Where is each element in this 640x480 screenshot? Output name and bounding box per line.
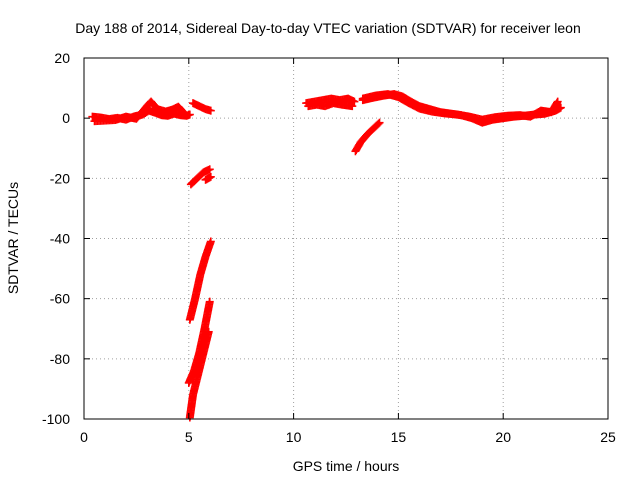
y-tick-label: 0	[62, 110, 70, 126]
x-tick-label: 15	[391, 429, 407, 445]
data-point	[206, 172, 215, 181]
y-tick-labels: -100 -80 -60 -40 -20 0 20	[42, 50, 70, 427]
y-tick-label: 20	[54, 50, 70, 66]
data-point	[374, 119, 383, 128]
data-point	[180, 109, 189, 118]
axis-ticks	[83, 57, 609, 420]
data-point	[375, 118, 384, 127]
y-tick-label: -100	[42, 411, 70, 427]
x-tick-label: 20	[495, 429, 511, 445]
x-tick-labels: 0 5 10 15 20 25	[80, 429, 616, 445]
data-point	[348, 102, 357, 111]
x-tick-label: 25	[600, 429, 616, 445]
x-tick-label: 5	[185, 429, 193, 445]
x-axis-label: GPS time / hours	[293, 458, 400, 474]
y-tick-label: -60	[50, 291, 70, 307]
chart-title: Day 188 of 2014, Sidereal Day-to-day VTE…	[75, 20, 581, 36]
data-point	[206, 106, 215, 115]
data-point	[350, 97, 359, 106]
x-tick-label: 0	[80, 429, 88, 445]
y-tick-label: -80	[50, 351, 70, 367]
data-point	[205, 165, 214, 174]
data-point	[179, 108, 188, 117]
data-point	[206, 237, 215, 246]
x-tick-label: 10	[286, 429, 302, 445]
data-point	[553, 97, 562, 106]
data-point	[205, 297, 214, 306]
data-point	[204, 327, 213, 336]
y-axis-label: SDTVAR / TECUs	[5, 182, 21, 294]
data-points	[88, 90, 565, 422]
y-tick-label: -40	[50, 231, 70, 247]
data-point	[185, 110, 194, 119]
y-tick-label: -20	[50, 170, 70, 186]
